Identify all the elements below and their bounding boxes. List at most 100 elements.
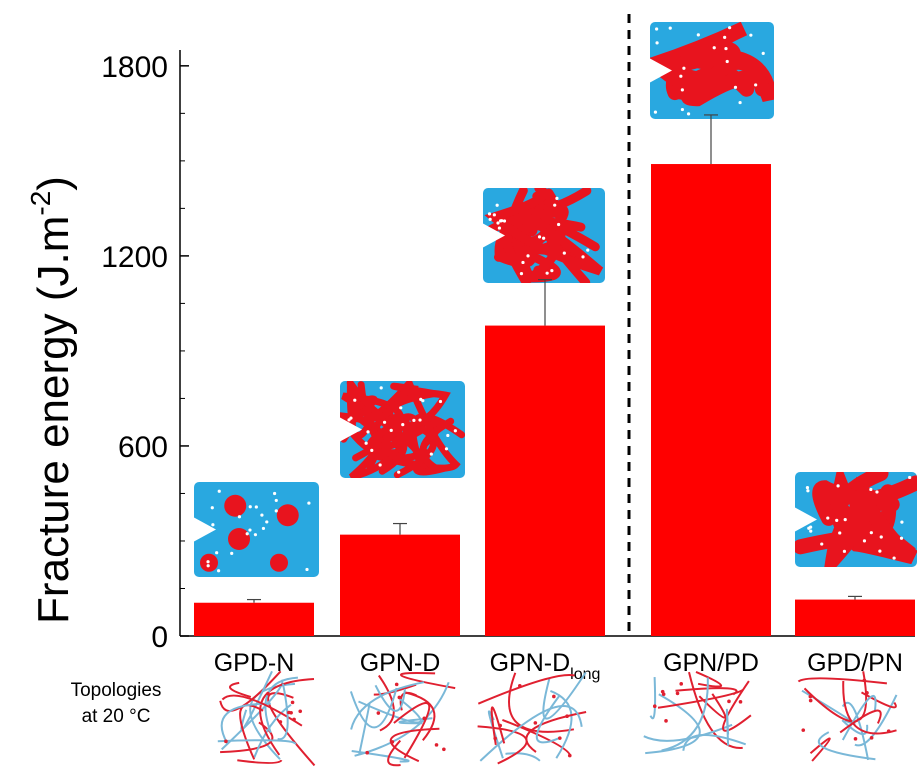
network-crosslink	[808, 694, 813, 699]
inset-dot	[382, 420, 387, 424]
category-label: GPN-Dlong	[490, 649, 601, 683]
inset-dot	[869, 487, 873, 492]
inset-dot	[869, 531, 873, 535]
inset-dot	[826, 516, 830, 520]
network-strand	[861, 691, 897, 709]
network-crosslink	[298, 709, 303, 714]
inset-dot	[724, 46, 728, 51]
inset-dot	[680, 88, 684, 92]
inset-dot	[366, 430, 370, 434]
inset-dot	[545, 271, 549, 275]
inset-dot	[655, 41, 659, 45]
inset-dot	[379, 386, 383, 390]
inset-dot	[248, 505, 252, 509]
inset-dot	[892, 556, 896, 560]
inset-dot	[412, 418, 416, 422]
inset-dot	[488, 217, 492, 221]
inset-dot	[305, 567, 309, 572]
bar-gpn-dlong	[485, 325, 605, 636]
inset-phase-strand	[812, 472, 917, 526]
y-ticks-group: 0 600 1200 1800	[101, 51, 189, 654]
network-strand	[400, 672, 456, 690]
inset-dot	[526, 254, 530, 258]
network-crosslink	[558, 736, 562, 740]
network-crosslink	[498, 723, 503, 728]
inset-dot	[453, 429, 457, 433]
inset-dot	[429, 452, 433, 456]
network-strand	[221, 694, 303, 727]
category-label: GPD/PN	[807, 649, 903, 677]
inset-dot	[389, 428, 393, 432]
network-crosslink	[224, 739, 228, 744]
inset-dot	[653, 110, 658, 114]
inset-dot	[253, 533, 257, 537]
category-label: GPD-N	[214, 649, 295, 677]
network-strand	[525, 711, 587, 753]
network-crosslink	[289, 710, 293, 715]
inset-dot	[836, 484, 840, 488]
network-strand	[508, 672, 575, 733]
network-crosslink	[862, 678, 867, 683]
network-strand	[277, 683, 289, 741]
network-crosslink	[278, 720, 283, 724]
network-crosslink	[434, 743, 439, 747]
inset-dot	[215, 551, 219, 555]
inset-dot	[444, 447, 449, 451]
inset-notch	[194, 517, 216, 542]
network-strand	[643, 723, 733, 742]
inset-dot	[679, 74, 683, 78]
network-strand	[237, 759, 283, 764]
inset-dot	[838, 531, 842, 535]
inset-dot	[497, 226, 502, 230]
inset-dot	[206, 560, 210, 564]
inset-dot	[274, 509, 278, 513]
inset-dot	[842, 549, 847, 553]
network-strand	[220, 702, 271, 744]
inset-dot	[397, 470, 401, 474]
inset-phase-strand	[484, 188, 604, 283]
inset-dot	[754, 83, 758, 87]
network-crosslink	[801, 728, 806, 732]
inset-notch	[795, 507, 817, 532]
network-crosslink	[533, 721, 538, 725]
bars-group	[194, 164, 915, 637]
inset-dot	[682, 66, 686, 70]
inset-dot	[216, 569, 221, 573]
morphology-inset-1	[194, 482, 319, 577]
network-strand	[374, 684, 406, 712]
network-crosslink	[390, 740, 395, 744]
inset-dot	[712, 46, 716, 50]
network-crosslink	[493, 736, 497, 741]
network-strand	[393, 702, 431, 759]
inset-dot	[723, 35, 727, 39]
category-labels-group: GPD-N GPN-D GPN-Dlong GPN/PD GPD/PN	[214, 649, 903, 683]
network-topology-3	[477, 671, 587, 765]
inset-phase-strand	[795, 476, 917, 555]
inset-dot	[686, 112, 691, 116]
network-strand	[389, 727, 440, 763]
inset-dot	[696, 33, 700, 37]
inset-dot	[421, 399, 425, 403]
inset-dot	[749, 33, 753, 37]
network-crosslink	[738, 700, 743, 704]
inset-dot	[680, 107, 685, 112]
network-strand	[854, 694, 898, 747]
inset-dot	[806, 489, 810, 493]
inset-dot	[260, 513, 264, 517]
inset-dot	[835, 518, 839, 522]
topologies-label-line2: at 20 °C	[82, 706, 151, 727]
network-crosslink	[552, 694, 556, 699]
inset-dot	[908, 475, 912, 480]
inset-dot	[418, 418, 422, 422]
morphology-inset-4	[650, 22, 774, 119]
network-strand	[240, 670, 273, 731]
network-strand	[842, 680, 897, 735]
network-strand	[398, 717, 433, 725]
inset-dot	[562, 251, 566, 255]
inset-dot	[261, 526, 266, 531]
network-strand	[657, 689, 744, 709]
y-tick-label: 0	[151, 621, 168, 654]
inset-phase-strand	[653, 57, 770, 107]
inset-dot	[495, 203, 499, 207]
inset-dot	[553, 203, 557, 207]
